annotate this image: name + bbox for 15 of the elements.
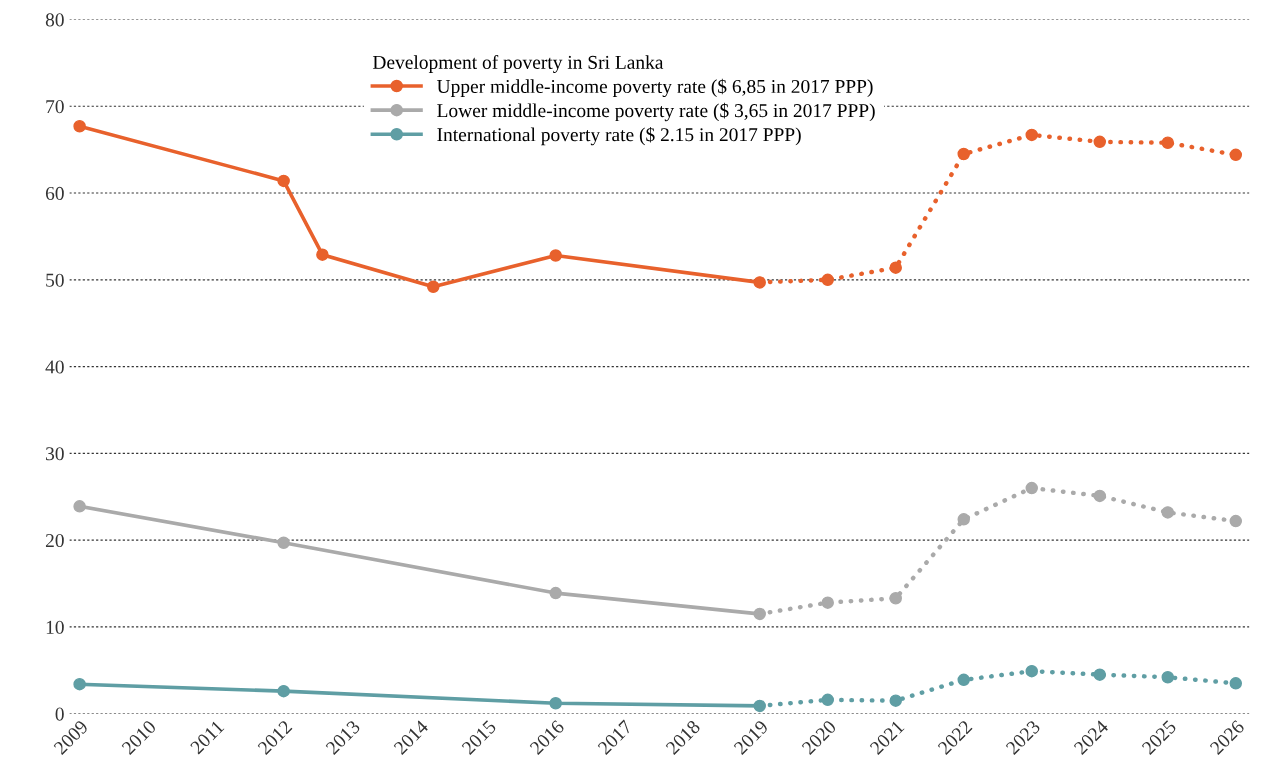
y-tick-label: 0 — [55, 707, 64, 721]
y-tick-label: 40 — [45, 360, 64, 374]
y-tick-label: 30 — [46, 447, 64, 461]
legend-label: Upper middle-income poverty rate ($ 6,85 in 2017 PPP) — [436, 78, 873, 98]
x-tick-label: 2021 — [869, 719, 905, 756]
y-tick-label: 80 — [45, 13, 64, 27]
y-tick-label: 10 — [46, 620, 64, 634]
y-tick-label: 50 — [46, 273, 64, 287]
legend-label: International poverty rate ($ 2.15 in 2017 PPP) — [437, 126, 801, 146]
legend-title: Development of poverty in Sri Lanka — [372, 55, 664, 73]
y-tick-label: 60 — [45, 186, 64, 200]
y-tick-label: 70 — [46, 100, 64, 114]
y-tick-label: 20 — [45, 533, 64, 548]
x-tick-label: 2011 — [189, 719, 225, 755]
legend-label: Lower middle-income poverty rate ($ 3,65 in 2017 PPP) — [437, 102, 875, 122]
